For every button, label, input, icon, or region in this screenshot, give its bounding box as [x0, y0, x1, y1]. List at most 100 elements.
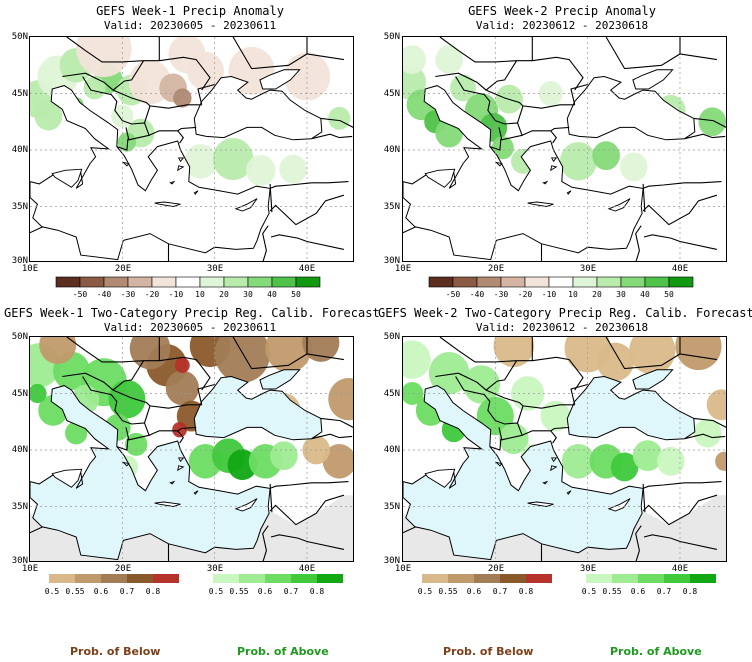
colorbar-below-swatch [526, 574, 552, 583]
island [234, 198, 258, 212]
precip-region [428, 352, 470, 395]
precip-region [561, 444, 596, 479]
country-border [643, 534, 718, 550]
island [154, 501, 181, 507]
colorbar-above-swatch [612, 574, 638, 583]
panel4-lat-30n: 30N [383, 556, 400, 566]
colorbar-above-tick-label: 0.7 [284, 587, 299, 596]
colorbar-tick-label: -30 [494, 290, 509, 299]
country-border [177, 430, 184, 444]
panel3-colorbar: 0.5 0.55 0.6 0.7 0.8 0.5 0.55 0.6 0.7 0.8 [45, 572, 365, 596]
colorbar-below-tick-label: 0.55 [438, 587, 457, 596]
precip-region [83, 76, 106, 100]
sea-body [30, 85, 271, 261]
colorbar-tick-label: 40 [640, 290, 650, 299]
colorbar-below-tick-label: 0.6 [94, 587, 109, 596]
colorbar-above-swatch [291, 574, 317, 583]
colorbar-tick-label: -40 [470, 290, 485, 299]
colorbar-swatch [428, 276, 454, 288]
colorbar-above-tick-label: 0.8 [310, 587, 325, 596]
panel3-map [29, 336, 354, 562]
island [169, 480, 176, 485]
colorbar-below-swatch [448, 574, 474, 583]
precip-region [706, 389, 726, 421]
panel2-lon-40e: 40E [671, 264, 689, 274]
colorbar-tick-label: 20 [219, 290, 229, 299]
island [542, 480, 549, 485]
precip-region [698, 107, 726, 137]
country-border [635, 525, 642, 561]
country-border [684, 133, 726, 140]
country-border [232, 37, 308, 70]
panel4-lon-40e: 40E [671, 564, 689, 574]
colorbar-tick-label: -20 [145, 290, 160, 299]
island [542, 180, 549, 185]
no-data-region [30, 495, 353, 561]
country-border [262, 225, 269, 261]
colorbar-tick-label: 20 [592, 290, 602, 299]
country-border [642, 183, 646, 213]
colorbar-tick-label: -50 [446, 290, 461, 299]
colorbar-below-tick-label: 0.8 [519, 587, 534, 596]
colorbar-above-swatch [317, 574, 343, 583]
panel3-lat-30n: 30N [11, 556, 28, 566]
colorbar-swatch [500, 276, 526, 288]
country-border [269, 183, 273, 213]
country-border [679, 353, 717, 361]
country-border [439, 37, 459, 52]
precip-region [168, 37, 206, 74]
colorbar-swatch [55, 276, 81, 288]
island [527, 201, 554, 207]
country-border [116, 438, 129, 451]
precip-region [592, 141, 620, 171]
island [566, 490, 572, 495]
panel3-map-svg [30, 337, 353, 561]
sea-body [566, 375, 696, 441]
country-border [232, 337, 308, 370]
country-border [270, 534, 345, 550]
island [424, 468, 456, 488]
panel3-lon-10e: 10E [21, 564, 39, 574]
sea-body [566, 75, 696, 141]
country-border [643, 234, 718, 250]
country-border [148, 426, 197, 436]
precip-region [184, 144, 218, 179]
colorbar-swatch [103, 276, 129, 288]
country-border [62, 372, 202, 409]
panel4-lon-30e: 30E [579, 564, 597, 574]
panel1-lon-20e: 20E [114, 264, 132, 274]
precip-region [322, 444, 353, 479]
colorbar-below-tick-label: 0.5 [45, 587, 59, 596]
colorbar-below-tick-label: 0.5 [418, 587, 432, 596]
country-border [269, 181, 349, 189]
precip-region [265, 337, 312, 373]
colorbar-swatch [476, 276, 502, 288]
colorbar-tick-label: 10 [568, 290, 578, 299]
panel2-lat-50n: 50N [383, 32, 400, 42]
island [154, 201, 181, 207]
panel1-subtitle: Valid: 20230605 - 20230611 [103, 19, 277, 32]
colorbar-above-tick-label: 0.6 [258, 587, 273, 596]
island [550, 165, 558, 172]
colorbar-below-tick-label: 0.7 [493, 587, 508, 596]
panel2-title: GEFS Week-2 Precip Anomaly [468, 4, 656, 18]
sea-body [193, 375, 323, 441]
precip-region [246, 154, 276, 186]
island [550, 457, 558, 463]
country-border [403, 226, 417, 234]
no-data-region [403, 495, 726, 561]
colorbar-below-swatch [75, 574, 101, 583]
country-border [679, 53, 717, 61]
panel3-lon-30e: 30E [206, 564, 224, 574]
country-border [143, 405, 151, 424]
country-border [642, 194, 718, 226]
precip-region [540, 400, 571, 432]
island [193, 190, 199, 195]
country-border [605, 337, 681, 370]
country-border [62, 72, 202, 109]
colorbar-swatch [644, 276, 670, 288]
footer-below-label-left: Prob. of Below [70, 645, 161, 658]
country-border [455, 376, 523, 441]
country-border [693, 117, 726, 128]
precip-region [538, 81, 563, 106]
